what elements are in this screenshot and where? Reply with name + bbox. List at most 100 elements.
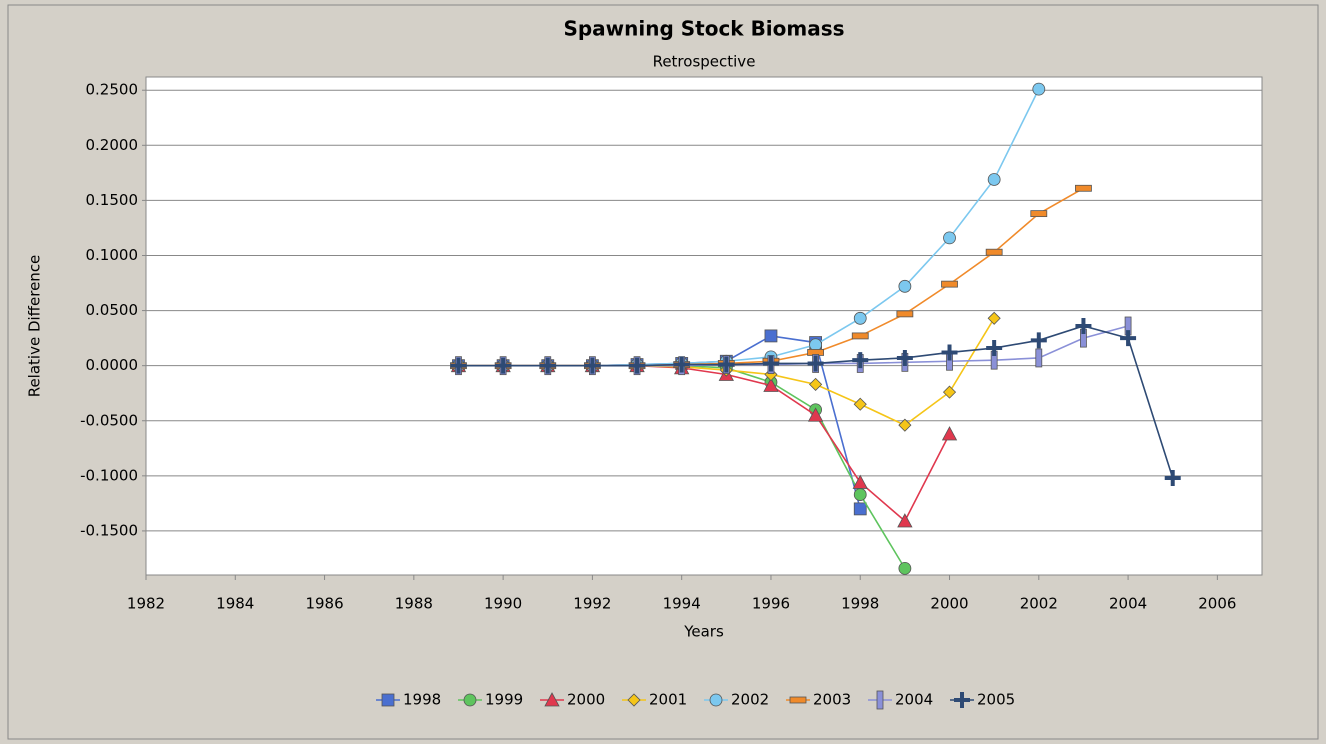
legend-item: 1999 — [458, 691, 523, 709]
y-tick-label: 0.1500 — [86, 191, 139, 209]
marker — [762, 355, 779, 372]
marker — [898, 561, 912, 575]
marker-shape — [627, 693, 641, 707]
marker — [629, 357, 646, 374]
marker — [852, 352, 869, 369]
marker — [853, 397, 867, 411]
x-axis-label: Years — [683, 623, 724, 641]
marker — [764, 329, 778, 343]
marker-shape — [763, 377, 779, 392]
marker-shape — [942, 385, 957, 399]
x-tick-label: 1992 — [573, 595, 611, 613]
marker — [807, 407, 824, 422]
marker-shape — [1164, 470, 1181, 487]
marker — [853, 311, 867, 325]
marker-shape — [852, 474, 868, 489]
marker — [1030, 210, 1048, 218]
legend-item: 2004 — [868, 691, 933, 710]
marker — [709, 693, 723, 707]
legend-item: 2000 — [540, 691, 605, 709]
x-tick-label: 2000 — [930, 595, 968, 613]
marker-shape — [896, 310, 914, 318]
legend-label: 2004 — [895, 691, 933, 709]
legend-item: 1998 — [376, 691, 441, 709]
marker — [627, 693, 641, 707]
marker-shape — [943, 231, 956, 245]
marker — [876, 690, 884, 710]
marker-shape — [853, 502, 867, 516]
legend-item: 2005 — [950, 691, 1015, 709]
marker — [896, 349, 913, 366]
marker — [544, 692, 560, 707]
x-tick-label: 1988 — [395, 595, 433, 613]
marker-shape — [898, 279, 912, 293]
marker-shape — [987, 311, 1001, 325]
marker — [1030, 332, 1047, 349]
marker-shape — [495, 357, 512, 374]
chart-title: Spawning Stock Biomass — [563, 17, 844, 41]
y-tick-label: 0.0500 — [86, 301, 139, 319]
marker — [463, 693, 477, 707]
marker — [987, 173, 1001, 186]
marker-shape — [762, 355, 779, 372]
marker — [763, 377, 779, 392]
marker — [1120, 330, 1137, 347]
marker — [943, 231, 956, 245]
marker — [809, 338, 822, 352]
x-tick-label: 2004 — [1109, 595, 1147, 613]
marker-shape — [898, 418, 912, 432]
marker-shape — [809, 338, 822, 352]
marker-shape — [450, 357, 467, 374]
y-axis-label: Relative Difference — [26, 255, 44, 398]
marker-shape — [897, 513, 913, 528]
y-tick-label: 0.0000 — [86, 356, 139, 374]
marker — [807, 355, 824, 372]
y-tick-label: -0.1500 — [80, 521, 138, 539]
legend-label: 1999 — [485, 691, 523, 709]
x-tick-label: 1990 — [484, 595, 522, 613]
marker-shape — [764, 329, 778, 343]
marker — [897, 513, 913, 528]
marker-shape — [1035, 348, 1043, 368]
marker-shape — [987, 173, 1001, 186]
plot-area — [145, 76, 1263, 576]
x-tick-label: 1986 — [305, 595, 343, 613]
marker — [941, 344, 958, 361]
marker — [986, 340, 1003, 357]
marker-shape — [1075, 184, 1092, 192]
marker-shape — [852, 352, 869, 369]
marker-shape — [381, 693, 395, 707]
legend-label: 2005 — [977, 691, 1015, 709]
marker-shape — [876, 690, 884, 710]
marker-shape — [896, 349, 913, 366]
x-tick-label: 2002 — [1020, 595, 1058, 613]
marker — [789, 696, 807, 704]
legend-label: 2003 — [813, 691, 851, 709]
marker-shape — [898, 561, 912, 575]
legend-label: 2001 — [649, 691, 687, 709]
marker-shape — [853, 488, 867, 501]
x-tick-label: 1982 — [127, 595, 165, 613]
marker-shape — [629, 357, 646, 374]
x-tick-label: 1994 — [663, 595, 701, 613]
marker-shape — [954, 692, 970, 708]
marker — [853, 488, 867, 501]
marker — [1075, 184, 1092, 192]
legend-item: 2001 — [622, 691, 687, 709]
marker-shape — [1120, 330, 1137, 347]
marker — [1035, 348, 1043, 368]
chart-subtitle: Retrospective — [653, 53, 756, 71]
marker-shape — [584, 357, 601, 374]
marker — [942, 385, 957, 399]
x-tick-label: 1998 — [841, 595, 879, 613]
marker-shape — [809, 377, 823, 391]
marker — [852, 474, 868, 489]
marker-shape — [1032, 82, 1046, 96]
legend-item: 2002 — [704, 691, 769, 709]
marker-shape — [673, 356, 690, 373]
marker-shape — [1030, 332, 1047, 349]
marker — [987, 311, 1001, 325]
marker-shape — [718, 356, 735, 373]
